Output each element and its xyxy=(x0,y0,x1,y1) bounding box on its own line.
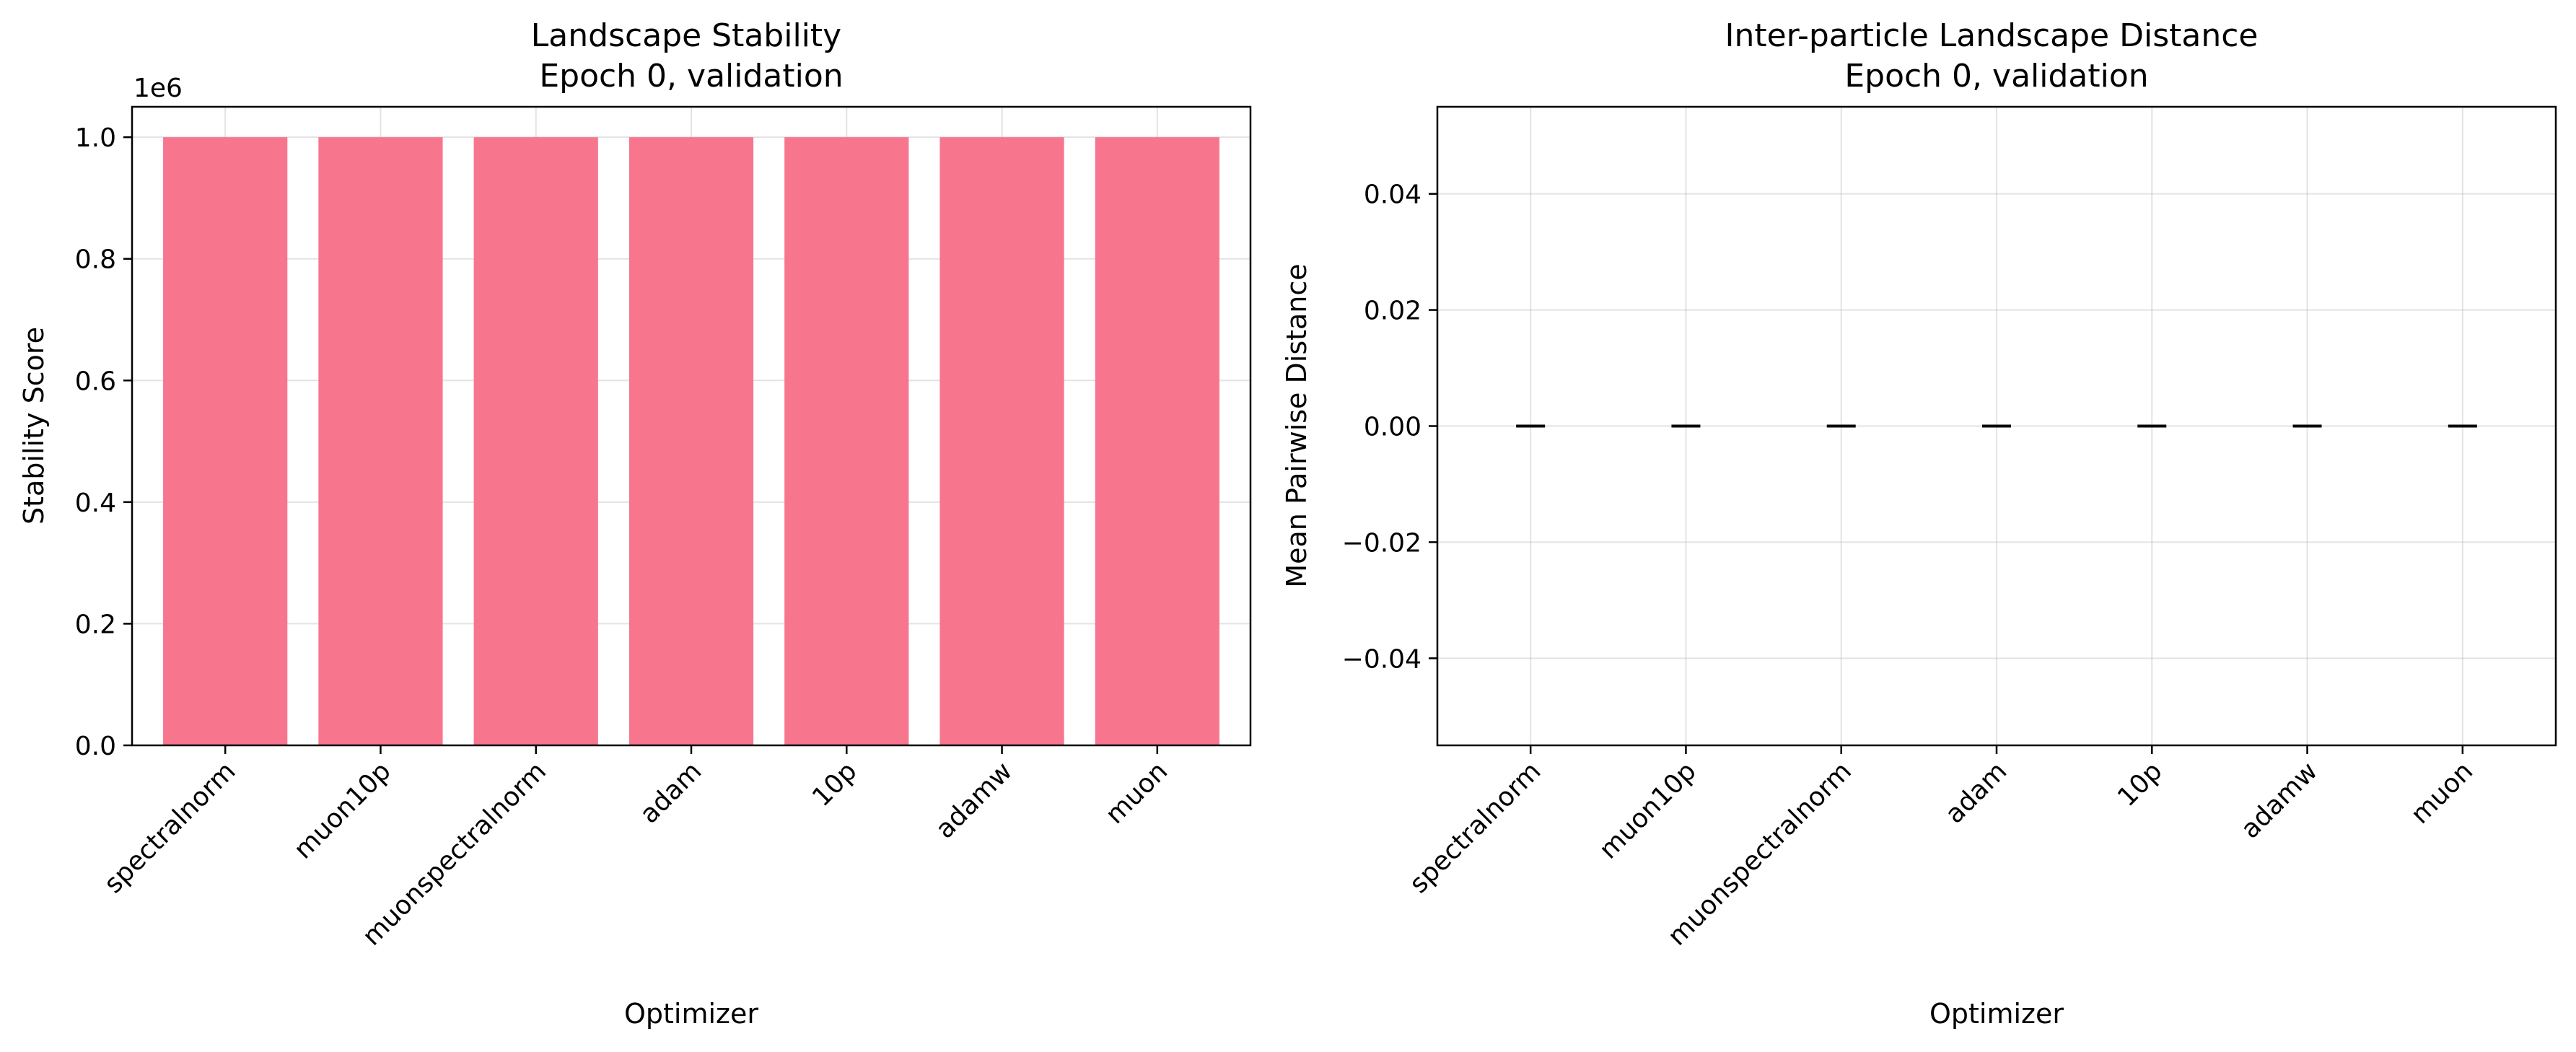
stability-x-tick-label: spectralnorm xyxy=(99,756,242,899)
stability-x-tick-label: adam xyxy=(634,756,707,829)
stability-offset-text: 1e6 xyxy=(133,74,183,103)
distance-x-tick-label: adamw xyxy=(2235,756,2323,844)
distance-x-tick-label: muon xyxy=(2406,756,2479,830)
stability-x-axis-label: Optimizer xyxy=(624,998,758,1030)
distance-x-axis-label: Optimizer xyxy=(1929,998,2064,1030)
stability-y-tick-label: 0.0 xyxy=(75,732,116,761)
distance-y-tick-label: 0.04 xyxy=(1364,180,1421,210)
distance-chart: Inter-particle Landscape Distance Epoch … xyxy=(1281,17,2557,1030)
stability-chart-title: Landscape Stability Epoch 0, validation xyxy=(531,17,851,95)
stability-y-tick-label: 0.8 xyxy=(75,245,116,275)
stability-chart-title-line-1: Landscape Stability xyxy=(531,17,841,54)
stability-bars xyxy=(163,137,1219,746)
stability-chart-title-line-2: Epoch 0, validation xyxy=(539,58,843,95)
stability-y-tick-label: 0.4 xyxy=(75,488,116,518)
stability-y-tick-label: 1.0 xyxy=(75,123,116,153)
distance-chart-title-line-2: Epoch 0, validation xyxy=(1844,58,2148,95)
distance-x-tick-label: adam xyxy=(1940,756,2012,829)
distance-y-axis-label: Mean Pairwise Distance xyxy=(1281,263,1313,587)
stability-y-tick-label: 0.2 xyxy=(75,610,116,639)
bar-spectralnorm xyxy=(163,137,288,746)
bar-adam xyxy=(628,137,754,746)
bar-adamw xyxy=(939,137,1064,746)
distance-y-tick-label: −0.04 xyxy=(1342,644,1421,674)
stability-y-tick-label: 0.6 xyxy=(75,367,116,396)
bar-10p xyxy=(784,137,909,746)
stability-chart: Landscape Stability Epoch 0, validation … xyxy=(18,17,1252,1030)
distance-y-ticks: −0.04 −0.02 0.00 0.02 0.04 xyxy=(1342,180,1437,674)
distance-x-tick-label: muon10p xyxy=(1594,756,1702,864)
bar-muon xyxy=(1095,137,1219,746)
stability-y-axis-label: Stability Score xyxy=(18,327,50,525)
distance-y-tick-label: 0.00 xyxy=(1364,413,1421,442)
distance-x-tick-label: spectralnorm xyxy=(1404,756,1547,899)
distance-x-tick-label: 10p xyxy=(2112,756,2168,812)
stability-x-tick-label: 10p xyxy=(807,756,863,812)
bar-muon10p xyxy=(318,137,443,746)
distance-y-tick-label: 0.02 xyxy=(1364,297,1421,326)
bar-muonspectralnorm xyxy=(473,137,598,746)
stability-x-tick-label: adamw xyxy=(930,756,1018,844)
distance-y-tick-label: −0.02 xyxy=(1342,528,1421,558)
distance-chart-title: Inter-particle Landscape Distance Epoch … xyxy=(1725,17,2268,95)
stability-y-ticks: 0.0 0.2 0.4 0.6 0.8 1.0 xyxy=(75,123,132,761)
stability-x-tick-label: muon10p xyxy=(289,756,397,864)
distance-chart-title-line-1: Inter-particle Landscape Distance xyxy=(1725,17,2258,54)
stability-x-tick-label: muon xyxy=(1100,756,1174,830)
